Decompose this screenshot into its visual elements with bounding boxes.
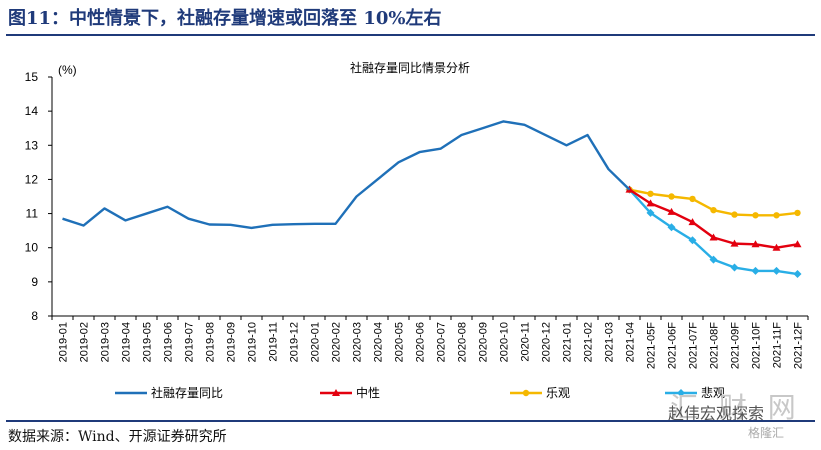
series-main bbox=[62, 120, 631, 230]
x-tick-label: 2021-06F bbox=[667, 322, 679, 369]
data-point-marker bbox=[688, 218, 697, 226]
figure-title: 图11：中性情景下，社融存量增速或回落至 10%左右 bbox=[8, 8, 442, 29]
y-tick-label: 14 bbox=[25, 104, 39, 118]
data-point-marker bbox=[793, 240, 802, 248]
x-tick-label: 2019-08 bbox=[205, 322, 217, 362]
legend-item: 悲观 bbox=[665, 385, 725, 400]
y-tick-label: 12 bbox=[25, 172, 39, 186]
x-tick-label: 2020-03 bbox=[352, 322, 364, 362]
data-point-marker bbox=[730, 263, 739, 272]
legend-label: 中性 bbox=[356, 385, 380, 400]
chart-axes: 社融存量同比情景分析 (%) 8 9 10 11 12 13 14 15 2019-01 2019-0… bbox=[25, 60, 809, 369]
legend-item: 中性 bbox=[320, 385, 380, 400]
y-tick-label: 11 bbox=[26, 207, 39, 221]
chart-legend: 社融存量同比 中性 乐观 悲观 bbox=[115, 385, 725, 400]
y-tick-label: 9 bbox=[31, 275, 38, 289]
x-tick-label: 2021-11F bbox=[772, 322, 784, 369]
x-tick-label: 2020-12 bbox=[541, 322, 553, 362]
legend-item: 乐观 bbox=[510, 386, 570, 400]
x-tick-label: 2021-12F bbox=[793, 322, 805, 369]
x-tick-label: 2019-12 bbox=[289, 322, 301, 362]
x-tick-label: 2021-01 bbox=[562, 322, 574, 362]
x-tick-label: 2020-02 bbox=[331, 322, 343, 362]
legend-label: 社融存量同比 bbox=[151, 385, 223, 400]
x-tick-label: 2021-04 bbox=[625, 322, 637, 362]
x-tick-label: 2019-02 bbox=[79, 322, 91, 362]
watermark-small: 格隆汇 bbox=[748, 426, 785, 440]
x-tick-label: 2020-11 bbox=[520, 322, 532, 362]
data-point-marker bbox=[668, 193, 675, 200]
y-axis-unit: (%) bbox=[58, 63, 77, 77]
x-tick-label: 2021-10F bbox=[751, 322, 763, 369]
data-point-marker bbox=[773, 212, 780, 219]
data-point-marker bbox=[772, 266, 781, 275]
x-tick-label: 2020-10 bbox=[499, 322, 511, 362]
legend-label: 悲观 bbox=[701, 385, 725, 400]
data-point-marker bbox=[677, 389, 685, 397]
x-tick-label: 2019-09 bbox=[226, 322, 238, 362]
data-point-marker bbox=[522, 389, 530, 397]
x-tick-label: 2020-07 bbox=[436, 322, 448, 362]
legend-label: 乐观 bbox=[546, 386, 570, 400]
data-point-marker bbox=[646, 199, 655, 207]
x-tick-label: 2019-11 bbox=[268, 322, 280, 362]
data-point-marker bbox=[793, 270, 802, 279]
x-tick-label: 2021-02 bbox=[583, 322, 595, 362]
x-tick-label: 2020-06 bbox=[415, 322, 427, 362]
title-rule bbox=[6, 34, 815, 36]
watermark-text: 赵伟宏观探索 bbox=[668, 404, 765, 423]
data-point-marker bbox=[710, 206, 717, 214]
x-tick-label: 2021-09F bbox=[730, 322, 742, 369]
x-tick-label: 2019-03 bbox=[100, 322, 112, 362]
y-tick-label: 13 bbox=[25, 138, 39, 152]
data-point-marker bbox=[730, 239, 739, 247]
data-point-marker bbox=[667, 207, 676, 215]
y-tick-label: 15 bbox=[25, 70, 39, 84]
x-tick-label: 2020-08 bbox=[457, 322, 469, 362]
series-pessimistic bbox=[625, 185, 802, 279]
series-optimistic bbox=[626, 186, 801, 219]
data-point-marker bbox=[751, 266, 760, 275]
data-point-marker bbox=[689, 195, 696, 203]
legend-item: 社融存量同比 bbox=[115, 385, 223, 400]
x-tick-label: 2021-08F bbox=[709, 322, 721, 369]
series-neutral bbox=[625, 185, 802, 251]
data-point-marker bbox=[709, 255, 718, 264]
x-tick-label: 2020-04 bbox=[373, 322, 385, 362]
data-point-marker bbox=[752, 212, 759, 219]
x-tick-label: 2019-10 bbox=[247, 322, 259, 362]
x-tick-label: 2020-05 bbox=[394, 322, 406, 362]
data-point-marker bbox=[772, 243, 781, 251]
series-line bbox=[62, 120, 631, 230]
x-tick-label: 2020-09 bbox=[478, 322, 490, 362]
watermark-logo: 汇 财 网 bbox=[670, 391, 802, 424]
data-point-marker bbox=[709, 233, 718, 241]
data-point-marker bbox=[647, 190, 654, 197]
chart-series bbox=[62, 120, 802, 279]
data-point-marker bbox=[667, 223, 676, 232]
data-point-marker bbox=[646, 208, 655, 217]
data-point-marker bbox=[751, 240, 760, 248]
source-note: 数据来源：Wind、开源证券研究所 bbox=[8, 429, 227, 445]
y-tick-label: 10 bbox=[25, 241, 39, 255]
x-tick-label: 2019-01 bbox=[58, 322, 70, 362]
x-tick-label: 2021-05F bbox=[646, 322, 658, 369]
x-tick-label: 2021-03 bbox=[604, 322, 616, 362]
data-point-marker bbox=[731, 211, 738, 218]
data-point-marker bbox=[688, 236, 697, 245]
data-point-marker bbox=[332, 389, 340, 396]
x-tick-label: 2019-04 bbox=[121, 322, 133, 362]
x-tick-label: 2019-05 bbox=[142, 322, 154, 362]
data-point-marker bbox=[794, 209, 801, 217]
x-tick-label: 2019-06 bbox=[163, 322, 175, 362]
source-rule bbox=[6, 420, 815, 422]
x-tick-label: 2019-07 bbox=[184, 322, 196, 362]
x-tick-label: 2020-01 bbox=[310, 322, 322, 362]
y-tick-label: 8 bbox=[31, 309, 38, 323]
x-tick-label: 2021-07F bbox=[688, 322, 700, 369]
chart-title: 社融存量同比情景分析 bbox=[350, 60, 470, 75]
